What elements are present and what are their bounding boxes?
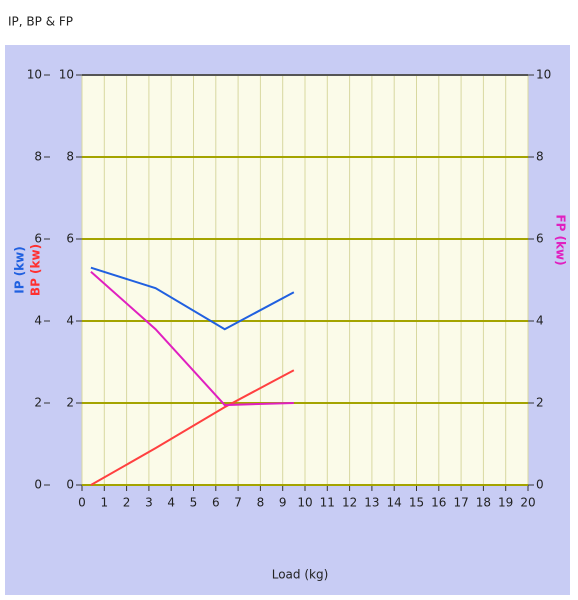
x-tick-label: 19 xyxy=(498,496,513,510)
series-line xyxy=(90,369,295,486)
y-tick-label-inner: 0 xyxy=(66,478,74,492)
x-tick-label: 17 xyxy=(453,496,468,510)
x-tick-label: 12 xyxy=(342,496,357,510)
y-tick-label-inner: 6 xyxy=(66,232,74,246)
x-tick-label: 5 xyxy=(190,496,198,510)
y-tick-label: 4 xyxy=(34,314,42,328)
series-line xyxy=(90,266,295,331)
x-tick-label: 2 xyxy=(123,496,131,510)
x-tick-label: 7 xyxy=(234,496,242,510)
x-tick-label: 9 xyxy=(279,496,287,510)
y-tick-label: 8 xyxy=(34,150,42,164)
y2-tick-label: 0 xyxy=(536,478,544,492)
y2-axis-label: FP (kw) xyxy=(554,214,568,265)
x-tick-label: 14 xyxy=(387,496,402,510)
y-tick-label-inner: 2 xyxy=(66,396,74,410)
x-tick-label: 3 xyxy=(145,496,153,510)
y2-tick-label: 6 xyxy=(536,232,544,246)
x-tick-label: 11 xyxy=(320,496,335,510)
y-tick-label: 10 xyxy=(27,68,42,82)
y2-tick-label: 8 xyxy=(536,150,544,164)
x-tick-label: 6 xyxy=(212,496,220,510)
y2-tick-label: 4 xyxy=(536,314,544,328)
x-axis-label: Load (kg) xyxy=(272,568,329,582)
y-tick-label-inner: 8 xyxy=(66,150,74,164)
x-tick-label: 8 xyxy=(257,496,265,510)
chart-title: IP, BP & FP xyxy=(8,15,73,29)
x-tick-label: 15 xyxy=(409,496,424,510)
series-line xyxy=(90,271,294,407)
y-tick-label-inner: 10 xyxy=(59,68,74,82)
y-tick-label-inner: 4 xyxy=(66,314,74,328)
y2-tick-label: 10 xyxy=(536,68,551,82)
y-axis-label: IP (kw) xyxy=(13,246,27,293)
x-tick-label: 18 xyxy=(476,496,491,510)
y-tick-label: 2 xyxy=(34,396,42,410)
x-tick-label: 4 xyxy=(167,496,175,510)
x-tick-label: 13 xyxy=(364,496,379,510)
x-tick-label: 16 xyxy=(431,496,446,510)
x-tick-label: 10 xyxy=(297,496,312,510)
y2-tick-label: 2 xyxy=(536,396,544,410)
y-axis-label-inner: BP (kw) xyxy=(29,244,43,296)
y-tick-label: 6 xyxy=(34,232,42,246)
x-tick-label: 0 xyxy=(78,496,86,510)
y-tick-label: 0 xyxy=(34,478,42,492)
x-tick-label: 20 xyxy=(520,496,535,510)
x-tick-label: 1 xyxy=(100,496,108,510)
